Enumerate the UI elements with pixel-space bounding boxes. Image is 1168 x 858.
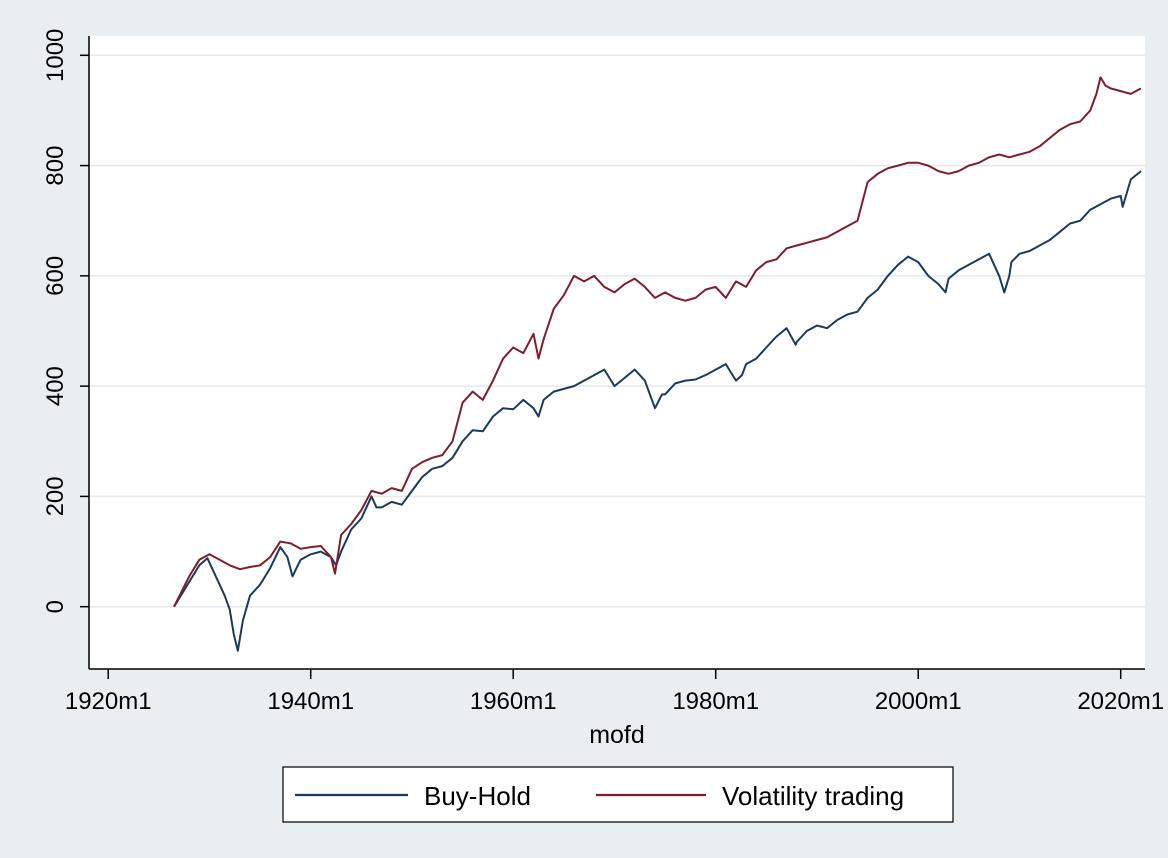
y-tick-label: 400 [42,366,69,406]
x-tick-label: 1980m1 [672,688,759,715]
legend: Buy-Hold Volatility trading [282,766,954,823]
y-tick-label: 1000 [42,29,69,82]
x-axis-title: mofd [589,721,645,749]
gridlines [90,54,1145,608]
y-tick-label: 600 [42,256,69,296]
series-lines [173,76,1142,652]
series-line-buy-hold [173,170,1142,652]
x-tick-label: 1920m1 [65,688,152,715]
series-line-volatility-trading [173,76,1142,608]
y-axis-ticks: 0 200 400 600 800 1000 [42,29,89,613]
plot-area [90,36,1145,669]
y-tick-label: 200 [42,476,69,516]
x-tick-label: 1940m1 [267,688,354,715]
y-tick-label: 800 [42,146,69,186]
x-axis-ticks: 1920m1 1940m1 1960m1 1980m1 2000m1 2020m1 [65,669,1164,715]
x-tick-label: 2020m1 [1077,688,1164,715]
x-tick-label: 1960m1 [470,688,557,715]
legend-label-buy-hold: Buy-Hold [424,781,531,811]
legend-label-volatility-trading: Volatility trading [722,781,904,811]
y-tick-label: 0 [42,600,69,613]
x-tick-label: 2000m1 [875,688,962,715]
